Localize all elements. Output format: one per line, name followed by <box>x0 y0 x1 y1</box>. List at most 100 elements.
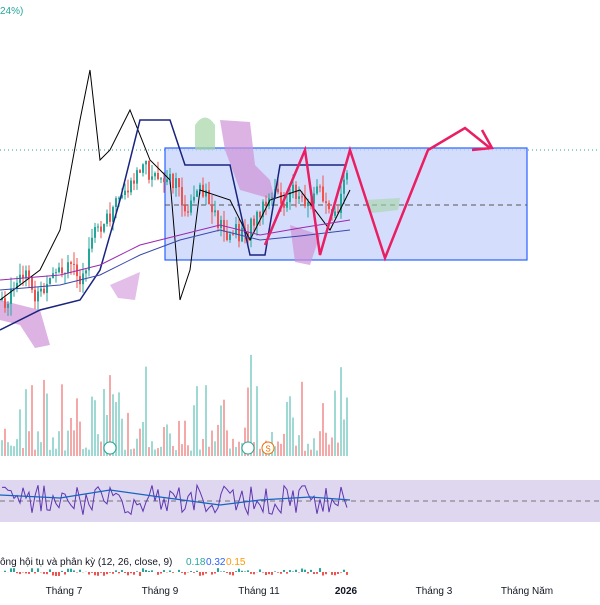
hist-bar <box>181 572 183 573</box>
candle <box>154 173 156 176</box>
candle <box>67 262 69 273</box>
candle <box>214 210 216 212</box>
volume-bar <box>145 367 147 456</box>
volume-bar <box>40 442 42 456</box>
candle <box>211 204 213 212</box>
hist-bar <box>157 572 159 575</box>
hist-bar <box>340 572 342 573</box>
candle <box>109 214 111 222</box>
volume-bar <box>187 445 189 456</box>
hist-bar <box>169 570 171 572</box>
hist-bar <box>97 572 99 576</box>
price-change: 24%) <box>0 6 23 17</box>
hist-bar <box>259 569 261 572</box>
volume-bar <box>166 424 168 456</box>
candle <box>166 179 168 182</box>
candle <box>34 290 36 302</box>
candle <box>271 197 273 198</box>
volume-bar <box>7 442 9 456</box>
candle <box>229 234 231 240</box>
hist-bar <box>10 568 12 572</box>
candle <box>322 187 324 202</box>
volume-bar <box>130 449 132 456</box>
volume-bar <box>256 386 258 456</box>
volume-bar <box>175 450 177 456</box>
hist-bar <box>25 572 27 573</box>
hist-bar <box>268 572 270 574</box>
candle <box>37 291 39 301</box>
hist-bar <box>127 572 129 575</box>
hist-bar <box>49 569 51 572</box>
hist-bar <box>103 572 105 576</box>
volume-bar <box>76 398 78 456</box>
volume-bar <box>85 448 87 456</box>
candle <box>319 187 321 188</box>
candle <box>127 191 129 193</box>
volume-bar <box>304 451 306 456</box>
volume-bar <box>181 444 183 456</box>
volume-bar <box>223 400 225 456</box>
hist-bar <box>292 571 294 572</box>
candle <box>7 304 9 308</box>
volume-bar <box>289 396 291 456</box>
candle <box>58 267 60 272</box>
candle <box>316 187 318 194</box>
volume-bar <box>292 418 294 456</box>
candle <box>145 161 147 165</box>
candle <box>46 284 48 293</box>
hist-bar <box>52 572 54 575</box>
volume-bar <box>346 397 348 456</box>
hist-bar <box>67 569 69 572</box>
candle <box>169 174 171 179</box>
candle <box>277 189 279 192</box>
hist-bar <box>247 570 249 572</box>
volume-bar <box>313 438 315 456</box>
hist-bar <box>94 572 96 575</box>
hist-bar <box>343 570 345 572</box>
volume-bar <box>331 437 333 456</box>
candle <box>292 185 294 192</box>
hist-bar <box>280 572 282 574</box>
hist-bar <box>286 572 288 574</box>
volume-bar <box>73 430 75 456</box>
hist-bar <box>304 570 306 572</box>
candle <box>103 224 105 232</box>
volume-bar <box>298 435 300 456</box>
hist-bar <box>262 572 264 573</box>
volume-bar <box>67 431 69 456</box>
volume-bar <box>250 355 252 456</box>
volume-bar <box>70 418 72 456</box>
volume-bar <box>316 450 318 456</box>
volume-bar <box>55 449 57 456</box>
candle <box>43 289 45 293</box>
volume-bar <box>259 449 261 456</box>
marker-label: S <box>265 445 270 454</box>
hist-bar <box>145 570 147 572</box>
volume-bar <box>214 441 216 456</box>
hist-bar <box>316 572 318 574</box>
candle <box>55 272 57 273</box>
candle <box>163 178 165 182</box>
hist-bar <box>223 571 225 572</box>
hist-bar <box>307 572 309 573</box>
hist-bar <box>70 569 72 572</box>
hist-bar <box>55 572 57 576</box>
volume-bar <box>157 448 159 456</box>
hist-bar <box>112 572 114 574</box>
hist-bar <box>235 571 237 572</box>
x-tick-label: Tháng Năm <box>501 586 553 597</box>
candle <box>190 201 192 213</box>
volume-bar <box>184 421 186 456</box>
hist-bar <box>46 572 48 574</box>
x-tick-label: Tháng 7 <box>46 586 83 597</box>
candle <box>28 270 30 277</box>
hist-bar <box>124 572 126 573</box>
candle <box>85 270 87 273</box>
hist-bar <box>226 572 228 573</box>
volume-bar <box>136 439 138 456</box>
volume-bar <box>217 425 219 456</box>
hist-bar <box>88 572 90 575</box>
hist-bar <box>184 572 186 575</box>
volume-bar <box>337 443 339 456</box>
